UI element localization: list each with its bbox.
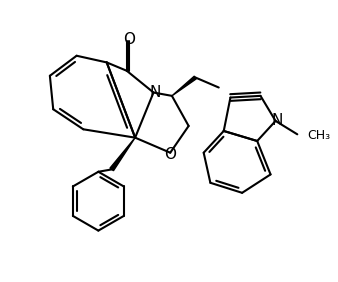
Text: N: N: [149, 85, 161, 100]
Polygon shape: [110, 138, 135, 171]
Polygon shape: [172, 76, 196, 96]
Text: O: O: [164, 147, 176, 162]
Text: CH₃: CH₃: [307, 129, 331, 142]
Text: N: N: [271, 113, 283, 128]
Text: O: O: [123, 32, 135, 47]
